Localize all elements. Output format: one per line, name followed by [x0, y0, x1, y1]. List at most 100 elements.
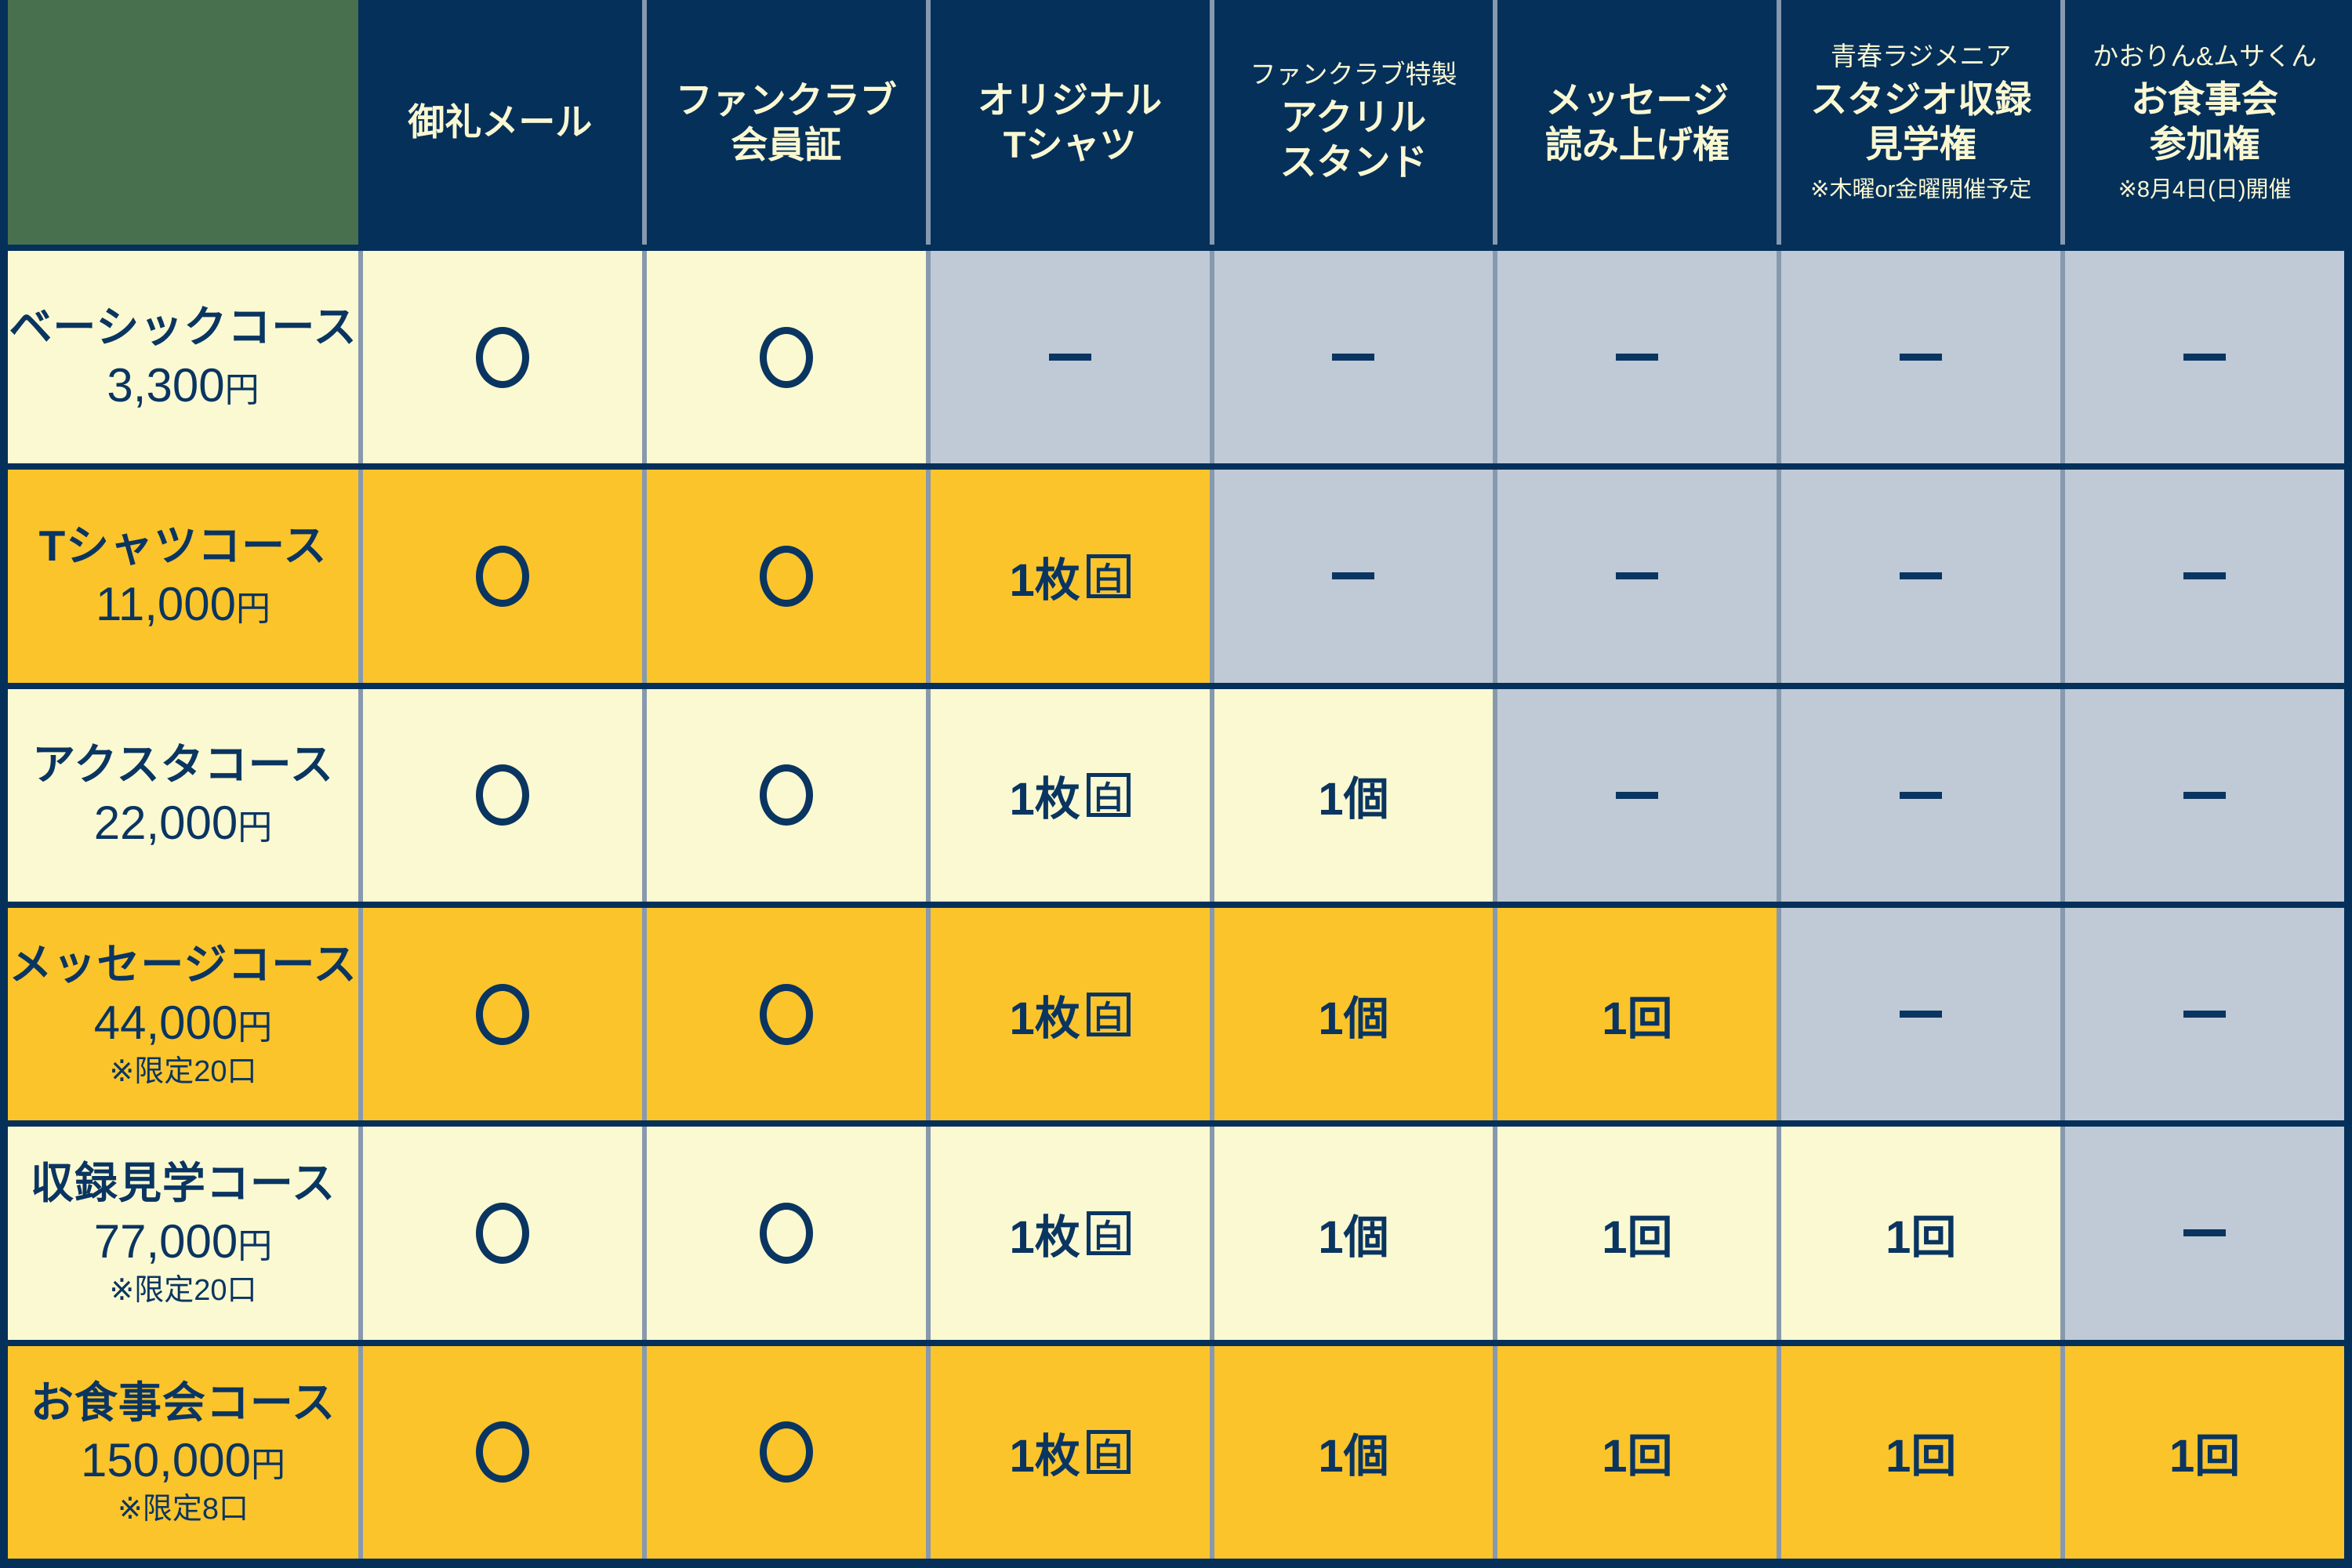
header-note-label: ※8月4日(日)開催	[2118, 176, 2292, 202]
benefit-cell-r3-c6	[1777, 688, 2061, 902]
excluded-dash-icon	[2183, 1229, 2227, 1237]
time-count: 1回	[1602, 1211, 1673, 1263]
header-main-label: 御礼メール	[408, 101, 593, 143]
time-count: 1回	[1886, 1211, 1957, 1263]
included-circle-icon	[475, 983, 529, 1045]
header-cell-4: ファンクラブ特製 アクリル スタンド	[1209, 0, 1494, 245]
course-label-cell: メッセージコース 44,000円 ※限定20口	[8, 908, 358, 1121]
header-main-label: スタンド	[1279, 141, 1428, 183]
benefit-cell-r2-c7	[2060, 470, 2344, 683]
course-label-cell: アクスタコース 22,000円	[8, 688, 358, 902]
course-price: 22,000円	[93, 797, 273, 850]
benefit-cell-r1-c6	[1777, 251, 2061, 464]
benefit-cell-r2-c1	[358, 470, 642, 683]
benefit-cell-r5-c3: 1枚白	[925, 1127, 1210, 1340]
course-limit-note: ※限定8口	[118, 1493, 249, 1526]
course-name: メッセージコース	[9, 940, 358, 989]
course-label-cell: Tシャツコース 11,000円	[8, 470, 358, 683]
excluded-dash-icon	[1900, 572, 1943, 580]
course-name: お食事会コース	[30, 1377, 336, 1427]
benefit-cell-r2-c3: 1枚白	[925, 470, 1210, 683]
piece-count: 1個	[1318, 774, 1389, 826]
header-main-label: 参加権	[2149, 123, 2260, 165]
included-circle-icon	[759, 764, 813, 826]
included-circle-icon	[759, 1421, 813, 1483]
benefit-cell-r1-c7	[2060, 251, 2344, 464]
tshirt-count: 1枚	[1009, 774, 1080, 826]
course-label-cell: 収録見学コース 77,000円 ※限定20口	[8, 1127, 358, 1340]
course-price-unit: 円	[238, 808, 273, 848]
course-name: Tシャツコース	[38, 521, 328, 571]
time-count: 1回	[1602, 1431, 1673, 1483]
included-circle-icon	[759, 326, 813, 388]
course-label-cell: お食事会コース 150,000円 ※限定8口	[8, 1345, 358, 1559]
benefit-cell-r2-c6	[1777, 470, 2061, 683]
included-circle-icon	[475, 326, 529, 388]
benefit-cell-r1-c5	[1493, 251, 1777, 464]
included-circle-icon	[475, 1421, 529, 1483]
excluded-dash-icon	[1900, 1011, 1943, 1018]
benefit-cell-r1-c4	[1209, 251, 1494, 464]
excluded-dash-icon	[2183, 354, 2227, 361]
benefit-cell-r5-c1	[358, 1127, 642, 1340]
benefit-cell-r4-c2	[641, 908, 926, 1121]
header-pre-label: かおりん&ムサくん	[2092, 41, 2318, 71]
excluded-dash-icon	[2183, 1011, 2227, 1018]
benefit-cell-r6-c3: 1枚白	[925, 1345, 1210, 1559]
header-note-label: ※木曜or金曜開催予定	[1810, 176, 2032, 202]
benefit-cell-r5-c7	[2060, 1127, 2344, 1340]
tshirt-benefit: 1枚白	[1010, 1200, 1131, 1266]
course-price-unit: 円	[224, 370, 260, 409]
excluded-dash-icon	[1332, 572, 1375, 580]
excluded-dash-icon	[1616, 354, 1659, 361]
tshirt-white-color-box: 白	[1086, 773, 1131, 818]
course-price: 3,300円	[107, 358, 260, 412]
header-main-label: アクリル	[1280, 96, 1427, 138]
tshirt-count: 1枚	[1009, 554, 1080, 606]
corner-cell	[8, 0, 358, 245]
header-pre-label: 青春ラジメニア	[1831, 41, 2012, 71]
piece-count: 1個	[1318, 1431, 1389, 1483]
benefit-cell-r4-c7	[2060, 908, 2344, 1121]
header-cell-6: 青春ラジメニア スタジオ収録 見学権 ※木曜or金曜開催予定	[1777, 0, 2061, 245]
benefit-cell-r3-c1	[358, 688, 642, 902]
benefit-cell-r6-c2	[641, 1345, 926, 1559]
benefit-cell-r4-c4: 1個	[1209, 908, 1494, 1121]
benefit-cell-r3-c5	[1493, 688, 1777, 902]
course-price: 11,000円	[95, 577, 271, 630]
header-main-label: 見学権	[1865, 123, 1976, 165]
benefit-cell-r2-c5	[1493, 470, 1777, 683]
excluded-dash-icon	[1900, 791, 1943, 799]
course-price: 150,000円	[81, 1434, 285, 1487]
excluded-dash-icon	[1616, 572, 1659, 580]
benefit-cell-r1-c2	[641, 251, 926, 464]
header-main-label: メッセージ	[1545, 78, 1730, 121]
benefit-cell-r4-c6	[1777, 908, 2061, 1121]
course-price: 77,000円	[93, 1215, 273, 1269]
piece-count: 1個	[1318, 993, 1389, 1044]
tshirt-benefit: 1枚白	[1010, 1419, 1131, 1485]
benefit-cell-r6-c4: 1個	[1209, 1345, 1494, 1559]
header-main-label: 会員証	[731, 124, 842, 165]
piece-count: 1個	[1318, 1211, 1389, 1263]
benefit-cell-r3-c2	[641, 688, 926, 902]
tshirt-white-color-box: 白	[1086, 554, 1131, 598]
benefit-cell-r4-c1	[358, 908, 642, 1121]
tshirt-white-color-box: 白	[1086, 992, 1131, 1036]
benefit-cell-r3-c3: 1枚白	[925, 688, 1210, 902]
included-circle-icon	[759, 545, 813, 607]
tshirt-benefit: 1枚白	[1010, 543, 1131, 609]
course-price-unit: 円	[238, 1227, 273, 1266]
header-cell-1: 御礼メール	[358, 0, 642, 245]
excluded-dash-icon	[1048, 354, 1091, 361]
benefit-cell-r3-c7	[2060, 688, 2344, 902]
benefit-cell-r6-c6: 1回	[1777, 1345, 2061, 1559]
included-circle-icon	[759, 983, 813, 1045]
excluded-dash-icon	[2183, 791, 2227, 799]
header-cell-3: オリジナル Tシャツ	[925, 0, 1210, 245]
course-price-unit: 円	[250, 1446, 285, 1485]
time-count: 1回	[2169, 1431, 2241, 1483]
tshirt-white-color-box: 白	[1086, 1430, 1131, 1475]
course-name: 収録見学コース	[30, 1159, 336, 1208]
header-main-label: 読み上げ権	[1544, 124, 1730, 165]
